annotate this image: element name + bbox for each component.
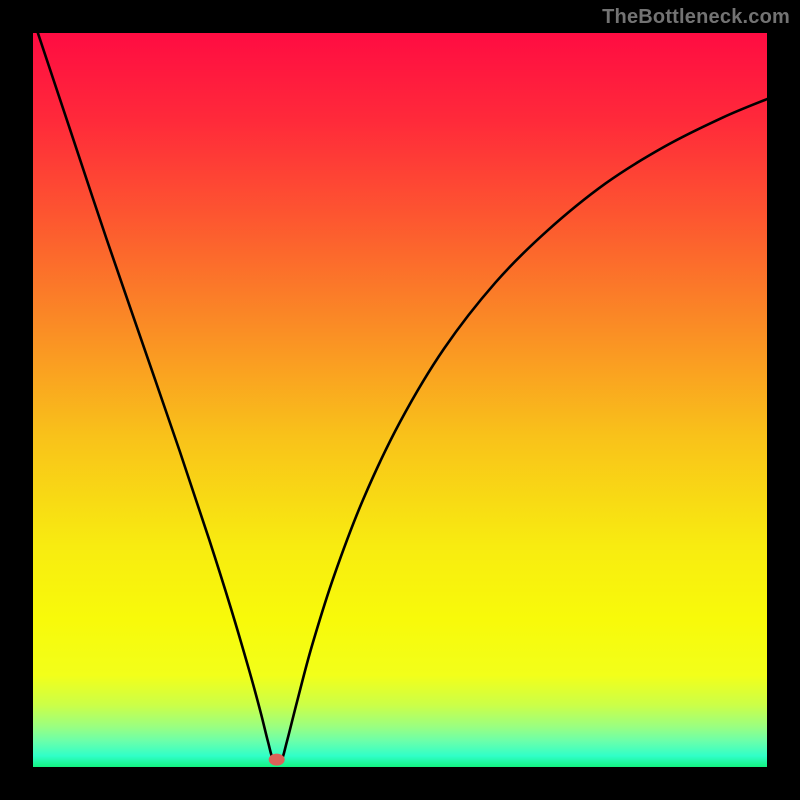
- bottleneck-chart: [0, 0, 800, 800]
- chart-container: { "watermark": { "text": "TheBottleneck.…: [0, 0, 800, 800]
- optimal-point-marker: [269, 754, 285, 766]
- plot-background: [33, 33, 767, 767]
- watermark-text: TheBottleneck.com: [602, 6, 790, 29]
